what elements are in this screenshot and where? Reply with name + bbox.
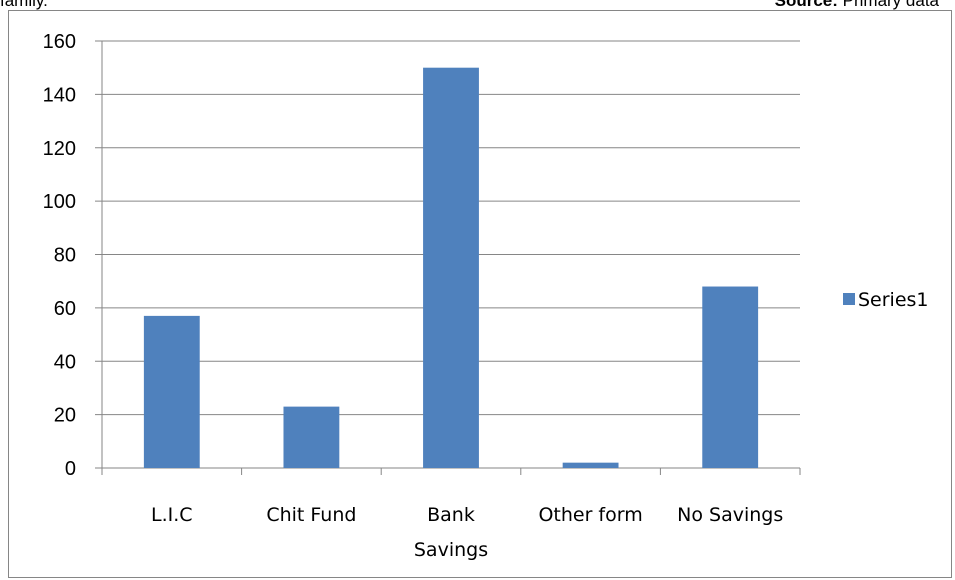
x-category-label: Chit Fund: [266, 504, 356, 526]
x-category-label: L.I.C: [151, 504, 193, 526]
y-tick-label: 120: [43, 138, 76, 160]
y-tick-label: 100: [43, 191, 76, 213]
x-category-label: No Savings: [677, 504, 783, 526]
bar: [562, 462, 619, 468]
x-category-label: Bank: [427, 504, 475, 526]
chart-frame: [8, 10, 952, 578]
source-label: Source:: [774, 0, 838, 10]
clipped-caption-text: family.: [0, 0, 48, 10]
y-tick-label: 60: [54, 298, 76, 320]
y-tick-label: 40: [54, 351, 76, 373]
bar: [143, 315, 200, 468]
x-category-label: Savings: [414, 539, 488, 561]
y-tick-label: 140: [43, 84, 76, 106]
source-note: Source: Primary data: [775, 0, 939, 11]
x-category-label: Other form: [538, 504, 642, 526]
legend-label: Series1: [858, 289, 929, 311]
bar: [702, 286, 759, 468]
legend-swatch: [843, 293, 855, 305]
bar: [283, 406, 340, 468]
y-tick-label: 80: [54, 245, 76, 267]
y-tick-label: 160: [43, 31, 76, 53]
bar: [423, 67, 479, 468]
source-value: Primary data: [837, 0, 939, 10]
y-tick-label: 20: [54, 405, 76, 427]
y-tick-label: 0: [65, 458, 76, 480]
